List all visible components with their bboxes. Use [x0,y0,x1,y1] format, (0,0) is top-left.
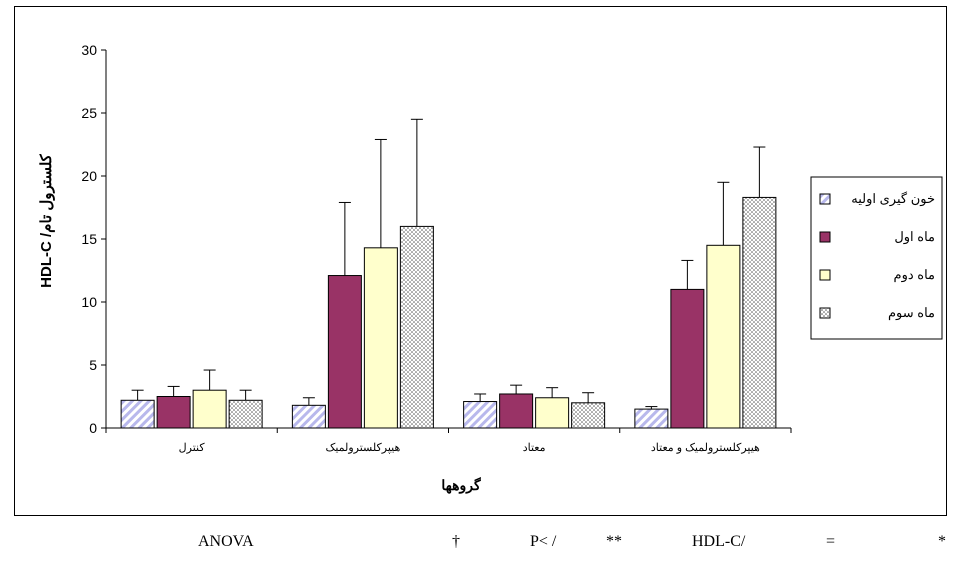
y-tick-label: 30 [81,42,97,58]
legend-entry: ماه اول [894,229,935,245]
x-axis-label: گروهها [441,477,481,494]
legend-entry: خون گیری اولیه [851,191,935,207]
footnote-star: * [938,533,946,550]
legend-entry: ماه دوم [894,267,935,283]
chart-frame: 0 5 10 15 20 25 30 کنترل هیپرکلسترولمیک معتاد هیپر… [14,6,947,516]
bar [463,401,498,429]
footnote-anova: ANOVA [198,533,254,550]
x-tick-label: معتاد [523,442,546,454]
x-tick-label: هیپرکلسترولمیک [325,442,400,454]
legend-box [810,176,943,340]
bar [363,247,398,429]
bar [499,393,534,429]
x-tick-label: هیپرکلسترولمیک و معتاد [651,442,760,454]
bar [120,399,155,429]
legend: خون گیری اولیه ماه اول ماه دوم ماه سوم [810,176,943,340]
footnote-double-star: ** [606,533,622,550]
y-tick-label: 10 [81,294,97,310]
legend-entry: ماه سوم [888,305,935,321]
x-tick-label: کنترل [179,442,206,454]
footnote-p-value: P< / [530,533,557,550]
y-tick-label: 15 [81,231,97,247]
y-tick-label: 20 [81,168,97,184]
legend-swatch [819,269,831,281]
bar [670,288,705,429]
y-tick-label: 0 [89,420,97,436]
y-axis-label: HDL-C /کلسترول تام [38,153,55,287]
footnote-dagger: † [452,533,460,550]
legend-swatch [819,307,831,319]
bar [327,275,362,429]
y-tick-label: 25 [81,105,97,121]
bar [742,196,777,429]
bar [399,225,434,429]
footnote-equals: = [826,533,836,550]
bar [156,396,191,429]
bar [571,402,606,429]
bar [291,404,326,429]
footnote-hdl-ratio: HDL-C/ [692,533,746,550]
bar [634,408,669,429]
legend-swatch [819,231,831,243]
legend-swatch [819,193,831,205]
bar-chart: 0 5 10 15 20 25 30 کنترل هیپرکلسترولمیک معتاد هیپر… [38,42,943,494]
bar [192,389,227,429]
y-tick-label: 5 [89,357,97,373]
bar [706,244,741,429]
bar [228,399,263,429]
bar [535,397,570,429]
